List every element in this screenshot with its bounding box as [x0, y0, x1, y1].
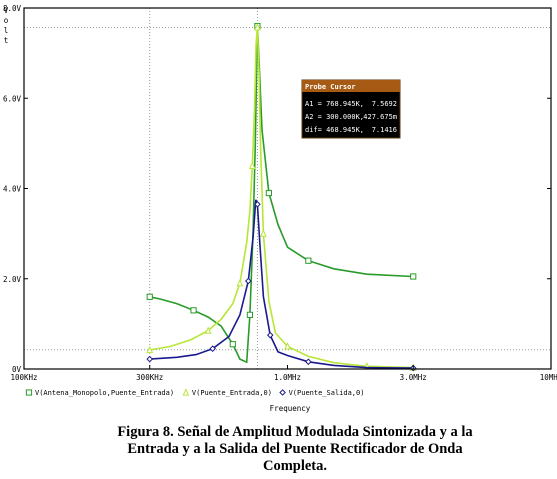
y-axis-label-letter: l — [4, 26, 9, 35]
axis-layer: 0V 2.0V 4.0V 6.0V 8.0V 100KHz 300KHz 1.0MHz 3.0M… — [3, 4, 557, 413]
diamond-marker — [266, 331, 274, 339]
triangle-marker — [146, 345, 154, 354]
triangle-marker — [182, 388, 190, 396]
triangle-marker — [236, 278, 244, 287]
series-line-3 — [149, 199, 414, 369]
caption-line-2: Entrada y a la Salida del Puente Rectifi… — [127, 441, 463, 457]
diamond-marker — [244, 277, 252, 285]
chart-svg: 0V 2.0V 4.0V 6.0V 8.0V 100KHz 300KHz 1.0MHz 3.0M… — [3, 4, 557, 413]
x-tick-label: 3.0MHz — [400, 373, 427, 382]
series-layer — [146, 22, 417, 372]
series-line-1 — [149, 26, 414, 364]
probe-window-titlebar — [302, 80, 400, 92]
square-marker — [410, 273, 417, 280]
square-marker — [265, 189, 273, 197]
diamond-marker — [305, 358, 312, 366]
probe-row-y: 7.5692 — [372, 100, 397, 108]
caption-line-3: Completa. — [262, 458, 328, 474]
probe-row-label: dif= — [305, 126, 322, 134]
caption-line-1: Figura 8. Señal de Amplitud Modulada Sin… — [117, 424, 473, 440]
probe-row-x: 768.945K, — [326, 100, 364, 108]
triangle-marker — [204, 326, 212, 334]
y-tick-label: 2.0V — [3, 275, 22, 284]
y-axis-label-letter: o — [4, 16, 9, 25]
legend-entry-2: V(Puente_Entrada,0) — [192, 389, 272, 397]
probe-row-x: 300.000K, — [326, 113, 364, 121]
square-marker — [25, 389, 33, 396]
x-tick-label: 300KHz — [136, 373, 163, 382]
square-marker — [146, 293, 153, 300]
series-line-2 — [149, 27, 414, 369]
diamond-marker — [254, 200, 261, 208]
probe-row-label: A2 = — [305, 113, 322, 121]
triangle-marker — [260, 229, 267, 237]
legend-entry-3: V(Puente_Salida,0) — [289, 389, 365, 397]
y-tick-label: 8.0V — [3, 4, 22, 13]
square-marker — [246, 311, 254, 318]
square-marker — [229, 341, 236, 348]
square-marker — [190, 307, 197, 314]
x-tick-label: 1.0MHz — [274, 373, 301, 382]
triangle-marker — [284, 342, 291, 350]
probe-row-label: A1 = — [305, 100, 322, 108]
y-tick-label: 4.0V — [3, 185, 22, 194]
probe-row-y: 7.1416 — [372, 126, 397, 134]
legend-entry-1: V(Antena_Monopolo,Puente_Entrada) — [35, 389, 174, 397]
y-tick-label: 6.0V — [3, 94, 22, 103]
y-axis-label-letter: t — [4, 36, 9, 45]
plot-frame — [23, 7, 552, 370]
legend: V(Antena_Monopolo,Puente_Entrada) V(Puent… — [25, 388, 365, 397]
triangle-marker — [254, 23, 261, 31]
probe-row-y: 427.675m — [363, 113, 397, 121]
probe-row-x: 468.945K, — [326, 126, 364, 134]
x-tick-label: 100KHz — [10, 373, 37, 382]
triangle-marker — [248, 161, 256, 170]
diamond-marker — [146, 355, 154, 363]
x-tick-label: 10MHz — [540, 373, 557, 382]
diamond-marker — [279, 389, 286, 396]
probe-window-title: Probe Cursor — [305, 83, 356, 91]
x-axis-label: Frequency — [270, 404, 311, 413]
y-tick-label: 0V — [12, 365, 22, 374]
figure-caption: Figura 8. Señal de Amplitud Modulada Sin… — [60, 424, 530, 475]
diamond-marker — [209, 345, 216, 353]
square-marker — [305, 257, 312, 264]
probe-cursor-window[interactable]: Probe Cursor A1 = 768.945K, 7.5692 A2 = 300.0… — [301, 79, 401, 139]
y-axis-label-letter: V — [4, 6, 9, 15]
grid-layer — [24, 8, 551, 369]
